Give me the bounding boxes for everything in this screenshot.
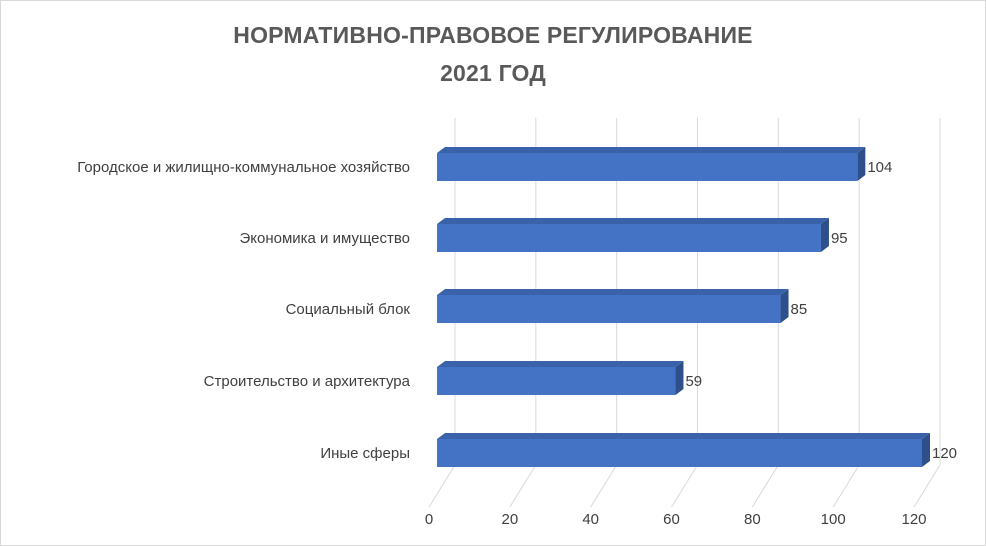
gridline: [509, 464, 537, 508]
bar-side: [675, 361, 684, 395]
category-label: Строительство и архитектура: [204, 373, 411, 390]
bar: [437, 224, 821, 252]
x-tick-label: 60: [663, 511, 680, 528]
bar: [437, 367, 676, 395]
x-tick-label: 40: [582, 511, 599, 528]
data-label: 95: [831, 230, 848, 247]
data-label: 85: [791, 301, 808, 318]
x-tick-label: 80: [744, 511, 761, 528]
bar: [437, 295, 781, 323]
gridline: [832, 464, 860, 508]
category-label: Городское и жилищно-коммунальное хозяйст…: [77, 159, 410, 176]
x-tick-label: 120: [901, 511, 926, 528]
bar-side: [780, 289, 789, 323]
bar-side: [820, 218, 829, 252]
bar-top: [437, 289, 789, 295]
gridline: [428, 464, 456, 508]
bar-top: [437, 361, 684, 367]
category-label: Социальный блок: [286, 301, 411, 318]
chart-subtitle: 2021 ГОД: [440, 60, 546, 86]
x-tick-label: 0: [425, 511, 433, 528]
x-tick-label: 100: [821, 511, 846, 528]
gridline: [671, 464, 698, 508]
x-tick-label: 20: [501, 511, 518, 528]
bar-side: [857, 147, 866, 181]
bar: [437, 439, 922, 467]
gridline: [913, 464, 941, 508]
chart-title: НОРМАТИВНО-ПРАВОВОЕ РЕГУЛИРОВАНИЕ: [233, 22, 753, 48]
data-label: 59: [685, 373, 702, 390]
bar: [437, 153, 858, 181]
bar-top: [437, 218, 829, 224]
bar-side: [922, 433, 930, 467]
category-label: Экономика и имущество: [239, 230, 410, 247]
category-label: Иные сферы: [320, 445, 410, 462]
gridline: [751, 464, 779, 508]
data-label: 120: [932, 445, 957, 462]
data-label: 104: [867, 159, 892, 176]
bar-top: [437, 147, 866, 153]
bar-top: [437, 433, 930, 439]
gridline: [590, 464, 618, 508]
